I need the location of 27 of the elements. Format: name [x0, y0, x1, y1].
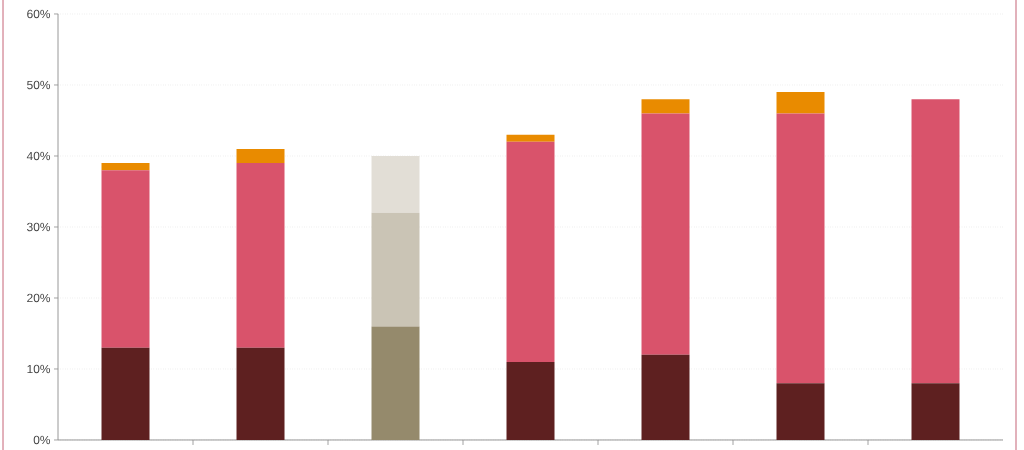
bar	[236, 347, 285, 440]
bar	[101, 347, 150, 440]
bar	[911, 383, 960, 440]
bar	[236, 148, 285, 164]
bar	[236, 163, 285, 348]
bar	[371, 212, 420, 327]
bar	[776, 113, 825, 384]
bar	[101, 170, 150, 348]
bar	[506, 361, 555, 440]
bar	[101, 163, 150, 171]
bar	[641, 99, 690, 114]
y-tick-label: 30%	[27, 222, 51, 232]
bar	[776, 383, 825, 440]
bar	[641, 113, 690, 355]
y-tick-label: 0%	[33, 435, 51, 445]
y-tick-label: 20%	[27, 293, 51, 303]
y-tick-label: 40%	[26, 151, 51, 161]
bar	[641, 354, 690, 440]
bar	[371, 326, 420, 440]
bar	[371, 155, 420, 213]
bar	[506, 134, 555, 142]
y-tick-label: 50%	[27, 80, 51, 90]
y-tick-label: 10%	[27, 364, 51, 374]
bar	[776, 92, 825, 114]
y-tick-label: 60%	[27, 9, 51, 19]
bar	[506, 141, 555, 362]
bar	[911, 99, 960, 384]
